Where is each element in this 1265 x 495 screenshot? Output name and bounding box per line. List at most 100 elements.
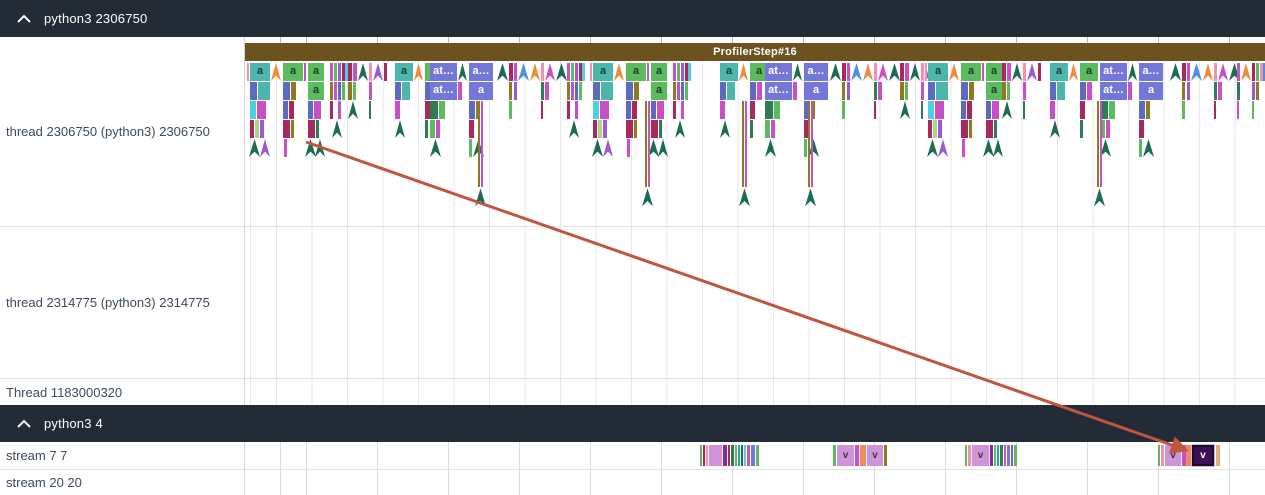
- flow-event-arrow[interactable]: [658, 139, 668, 157]
- flow-event-arrow[interactable]: [414, 63, 423, 81]
- trace-span[interactable]: [647, 63, 649, 81]
- trace-span[interactable]: [651, 120, 658, 138]
- trace-span[interactable]: [626, 82, 633, 100]
- flow-event-arrow[interactable]: [1143, 139, 1154, 157]
- trace-span[interactable]: [384, 63, 387, 81]
- flow-event-arrow[interactable]: [910, 63, 920, 81]
- kernel-span[interactable]: [731, 445, 734, 466]
- trace-span[interactable]: [750, 120, 753, 138]
- trace-span[interactable]: [509, 101, 512, 119]
- trace-span[interactable]: a: [804, 82, 828, 100]
- trace-span[interactable]: [469, 120, 474, 138]
- trace-span[interactable]: [900, 63, 904, 81]
- trace-span[interactable]: [982, 63, 984, 81]
- flow-event-arrow[interactable]: [983, 139, 994, 157]
- flow-event-arrow[interactable]: [739, 188, 750, 207]
- trace-span[interactable]: [1080, 120, 1083, 138]
- trace-span[interactable]: [648, 101, 650, 188]
- trace-span[interactable]: [626, 120, 633, 138]
- trace-span[interactable]: [308, 120, 315, 138]
- flow-event-arrow[interactable]: [1128, 63, 1137, 81]
- trace-span[interactable]: a: [986, 82, 1002, 100]
- trace-span[interactable]: a: [283, 63, 303, 81]
- trace-span[interactable]: [685, 82, 688, 100]
- trace-span[interactable]: [575, 63, 578, 81]
- trace-span[interactable]: [395, 101, 400, 119]
- trace-span[interactable]: [961, 101, 966, 119]
- trace-span[interactable]: [250, 82, 257, 100]
- kernel-span[interactable]: [723, 445, 727, 466]
- trace-span[interactable]: [847, 63, 850, 81]
- trace-span[interactable]: [353, 63, 357, 81]
- flow-event-arrow[interactable]: [878, 63, 888, 81]
- flow-event-arrow[interactable]: [458, 63, 467, 81]
- trace-span[interactable]: [348, 63, 352, 81]
- trace-span[interactable]: [742, 101, 744, 188]
- trace-span[interactable]: [1100, 101, 1102, 188]
- trace-span[interactable]: [334, 63, 337, 81]
- trace-span[interactable]: [673, 63, 676, 81]
- trace-span[interactable]: [509, 82, 512, 100]
- trace-span[interactable]: [681, 63, 684, 81]
- trace-span[interactable]: [1263, 63, 1265, 81]
- trace-span[interactable]: [1007, 63, 1011, 81]
- trace-span[interactable]: [928, 82, 935, 100]
- flow-event-arrow[interactable]: [305, 139, 316, 157]
- kernel-span[interactable]: v: [1165, 445, 1181, 466]
- flow-event-arrow[interactable]: [1050, 120, 1060, 138]
- trace-span[interactable]: [342, 82, 345, 100]
- trace-span[interactable]: [1002, 63, 1006, 81]
- process-group-header-2[interactable]: python3 4: [0, 405, 1265, 442]
- trace-span[interactable]: [338, 82, 341, 100]
- trace-span[interactable]: [1218, 82, 1222, 100]
- kernel-span[interactable]: [700, 445, 702, 466]
- trace-span[interactable]: [255, 120, 259, 138]
- trace-span[interactable]: [1038, 63, 1041, 81]
- trace-span[interactable]: [1252, 82, 1255, 100]
- trace-span[interactable]: [921, 82, 924, 100]
- flow-event-arrow[interactable]: [949, 63, 959, 81]
- kernel-span[interactable]: [744, 445, 746, 466]
- trace-span[interactable]: [250, 101, 256, 119]
- trace-span[interactable]: a: [750, 63, 768, 81]
- trace-span[interactable]: a: [651, 63, 667, 81]
- kernel-span[interactable]: [738, 445, 740, 466]
- trace-span[interactable]: [874, 82, 877, 100]
- trace-span[interactable]: a: [928, 63, 948, 81]
- trace-span[interactable]: [925, 63, 927, 81]
- trace-span[interactable]: [1023, 82, 1026, 100]
- trace-span[interactable]: [603, 120, 607, 138]
- trace-span[interactable]: [1139, 139, 1142, 157]
- trace-span[interactable]: [330, 63, 333, 81]
- trace-span[interactable]: [425, 120, 428, 138]
- trace-span[interactable]: [793, 82, 797, 100]
- trace-span[interactable]: [593, 101, 599, 119]
- trace-span[interactable]: [430, 120, 435, 138]
- trace-span[interactable]: [811, 101, 813, 188]
- trace-span[interactable]: [986, 120, 993, 138]
- trace-span[interactable]: [688, 63, 691, 81]
- trace-span[interactable]: [874, 63, 877, 81]
- trace-span[interactable]: [567, 82, 570, 100]
- trace-span[interactable]: [1128, 82, 1132, 100]
- kernel-span[interactable]: [1004, 445, 1006, 466]
- flow-event-arrow[interactable]: [1241, 63, 1251, 81]
- flow-event-arrow[interactable]: [851, 63, 862, 81]
- trace-span[interactable]: [283, 120, 290, 138]
- trace-span[interactable]: a: [395, 63, 413, 81]
- trace-span[interactable]: [935, 101, 944, 119]
- flow-event-arrow[interactable]: [518, 63, 529, 81]
- trace-span[interactable]: [626, 101, 631, 119]
- empty-plot-area[interactable]: [245, 227, 1265, 378]
- flow-event-arrow[interactable]: [475, 188, 486, 207]
- trace-span[interactable]: [727, 82, 735, 100]
- trace-span[interactable]: [1080, 82, 1086, 100]
- kernel-span[interactable]: [1014, 445, 1017, 466]
- trace-span[interactable]: at…: [1100, 63, 1127, 81]
- trace-span[interactable]: [771, 120, 775, 138]
- flow-event-arrow[interactable]: [938, 139, 948, 157]
- trace-span[interactable]: [921, 101, 923, 119]
- trace-span[interactable]: [514, 63, 517, 81]
- trace-span[interactable]: a: [961, 63, 981, 81]
- trace-span[interactable]: [1097, 101, 1099, 188]
